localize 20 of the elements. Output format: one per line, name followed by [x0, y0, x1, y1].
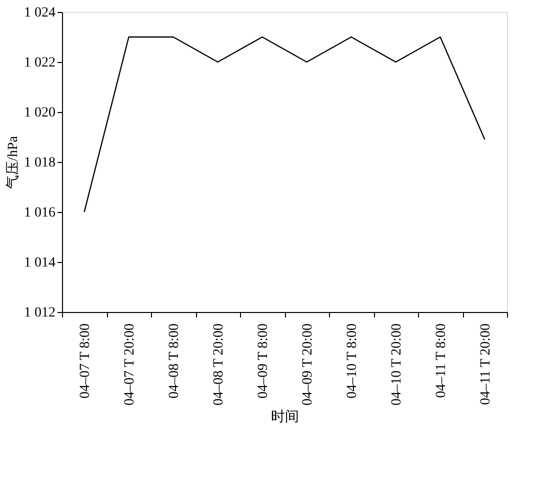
x-tick-label: 04–09 T 8:00	[256, 324, 271, 398]
x-tick-label: 04–08 T 20:00	[211, 324, 226, 406]
y-tick-label: 1 024	[24, 6, 56, 20]
line-series	[84, 36, 486, 213]
y-tick-label: 1 018	[24, 156, 56, 170]
y-tick-label: 1 020	[24, 106, 56, 120]
x-tick-label: 04–08 T 8:00	[166, 324, 182, 398]
y-tick-label: 1 014	[24, 256, 56, 270]
x-tick-label: 04–10 T 8:00	[344, 324, 360, 398]
y-axis-title: 气压/hPa	[5, 135, 21, 189]
x-tick-label: 04–07 T 20:00	[122, 324, 138, 406]
y-tick-label: 1 012	[24, 306, 56, 320]
y-tick-label: 1 022	[24, 56, 56, 70]
x-tick-label: 04–09 T 20:00	[300, 324, 316, 406]
x-tick-label: 04–10 T 20:00	[389, 324, 404, 406]
x-tick-label: 04–07 T 8:00	[78, 324, 93, 398]
x-axis-title: 时间	[271, 408, 299, 425]
y-tick-label: 1 016	[24, 206, 56, 220]
x-tick-label: 04–11 T 8:00	[434, 324, 449, 398]
x-tick-label: 04–11 T 20:00	[478, 324, 494, 405]
